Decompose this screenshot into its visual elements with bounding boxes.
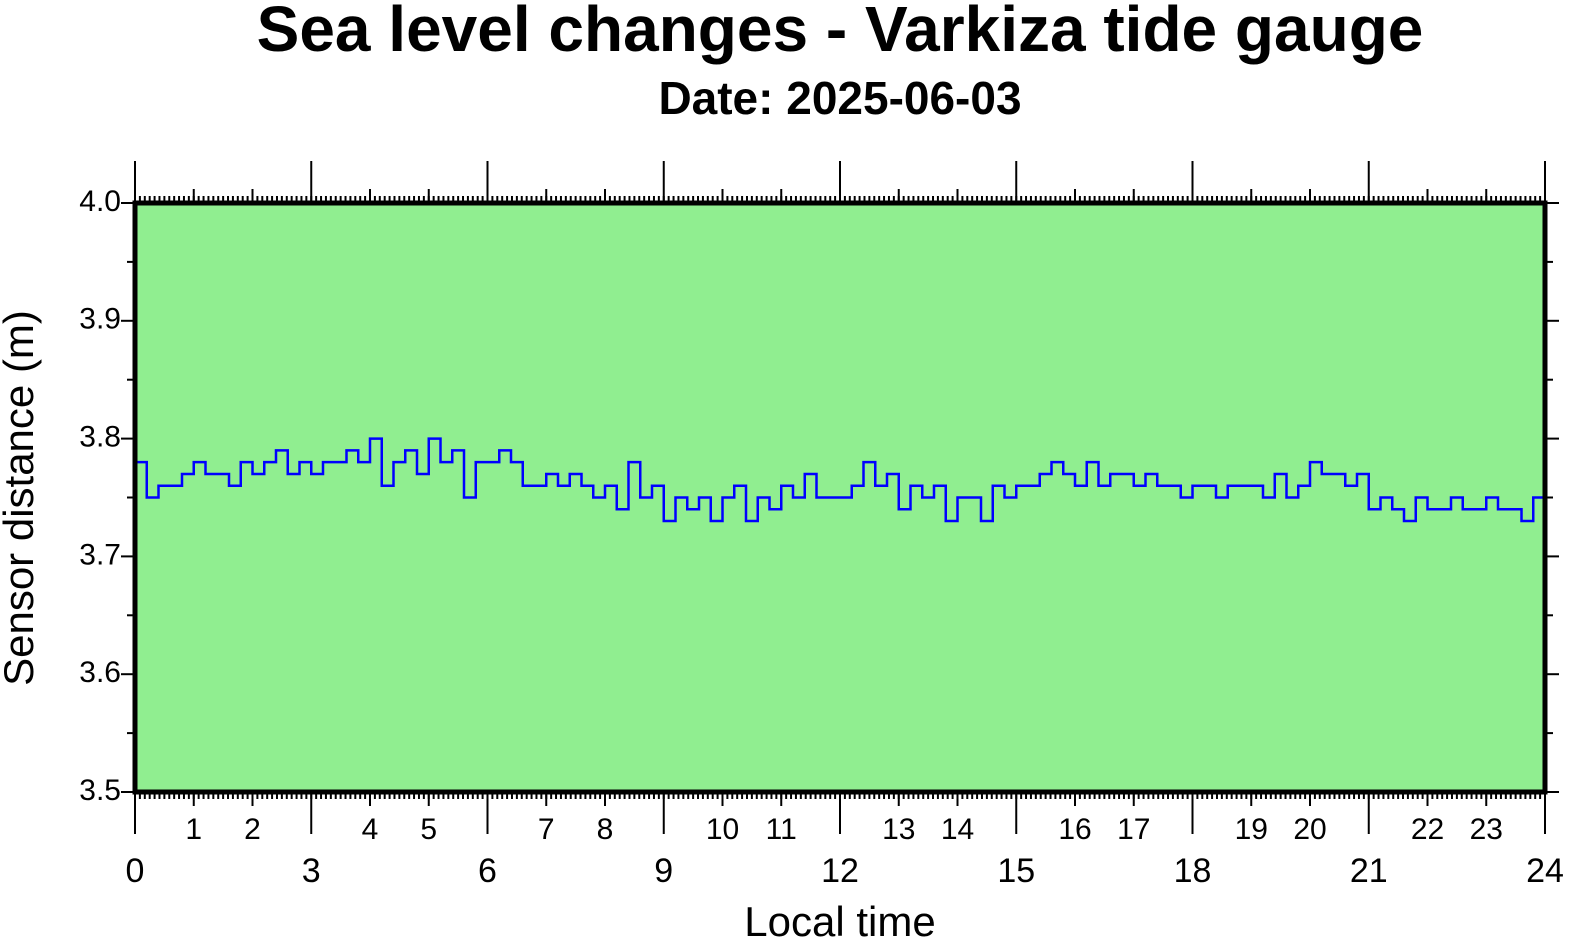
x-minor-tick-label: 17 [1117, 813, 1150, 846]
x-minor-tick-label: 2 [244, 813, 261, 846]
y-axis-label: Sensor distance (m) [0, 310, 42, 686]
plot-frame [132, 200, 1548, 795]
x-tick-label: 21 [1350, 852, 1388, 890]
y-tick-label: 3.5 [79, 774, 121, 807]
y-tick-label: 3.6 [79, 656, 121, 689]
x-minor-tick-label: 13 [882, 813, 915, 846]
x-tick-label: 0 [126, 852, 145, 890]
x-minor-tick-label: 1 [185, 813, 202, 846]
x-minor-tick-label: 4 [362, 813, 379, 846]
x-minor-tick-label: 23 [1470, 813, 1503, 846]
y-tick-label: 3.9 [79, 303, 121, 336]
x-minor-tick-label: 19 [1235, 813, 1268, 846]
x-minor-tick-label: 10 [706, 813, 739, 846]
x-tick-label: 3 [302, 852, 321, 890]
x-axis-label: Local time [744, 898, 935, 945]
x-tick-label: 12 [821, 852, 859, 890]
y-tick-label: 3.8 [79, 421, 121, 454]
x-minor-tick-label: 14 [941, 813, 974, 846]
y-tick-label: 3.7 [79, 538, 121, 571]
y-tick-label: 4.0 [79, 185, 121, 218]
x-tick-label: 18 [1174, 852, 1212, 890]
chart-subtitle: Date: 2025-06-03 [658, 72, 1021, 124]
chart-title: Sea level changes - Varkiza tide gauge [257, 0, 1424, 65]
x-minor-tick-label: 11 [766, 813, 797, 846]
x-tick-label: 15 [997, 852, 1035, 890]
x-minor-tick-label: 16 [1058, 813, 1091, 846]
x-tick-label: 9 [654, 852, 673, 890]
x-minor-tick-label: 22 [1411, 813, 1444, 846]
x-minor-tick-label: 7 [538, 813, 555, 846]
x-minor-tick-label: 20 [1293, 813, 1326, 846]
x-minor-tick-label: 5 [420, 813, 437, 846]
x-minor-tick-label: 8 [597, 813, 614, 846]
x-tick-label: 6 [478, 852, 497, 890]
x-tick-label: 24 [1526, 852, 1564, 890]
data-line [135, 437, 1547, 523]
